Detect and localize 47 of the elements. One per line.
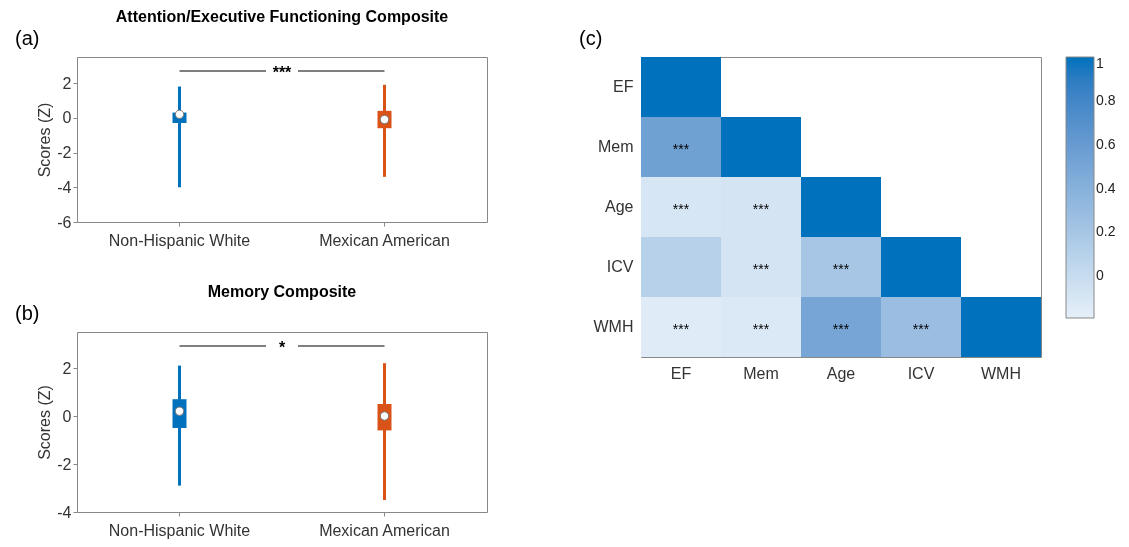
x-tick-label: EF [670,364,692,382]
text: (a) [15,27,40,49]
y-tick-label: -2 [57,455,72,473]
data-label: *** [672,321,690,337]
x-tick-label: Mexican American [319,231,450,249]
chart-title: Attention/Executive Functioning Composite [115,8,449,25]
x-tick-label: Mem [743,364,779,382]
data-label: *** [752,201,770,217]
color-bar-label: 1 [1096,55,1104,71]
data-label: *** [832,261,850,277]
color-bar-label: 0.4 [1096,179,1116,196]
x-tick-label: Non-Hispanic White [108,231,251,249]
color-bar-label: 0.8 [1096,91,1116,108]
y-axis-title: Scores (Z) [36,102,54,178]
y-tick-label: ICV [606,258,634,275]
annotation: * [278,339,286,356]
y-tick-label: Mem [597,138,634,155]
data-label: *** [912,321,930,337]
x-tick-label: WMH [981,364,1021,382]
x-tick-label: ICV [907,364,935,382]
y-axis-title: Scores (Z) [36,385,54,460]
y-tick-label: WMH [593,318,634,335]
data-label: *** [832,321,850,337]
x-tick-label: Mexican American [319,521,450,539]
x-tick-label: Non-Hispanic White [108,521,251,539]
y-tick-label: Age [605,198,634,215]
text: (b) [15,302,40,324]
data-label: *** [672,141,690,157]
chart-title: Memory Composite [207,283,357,300]
x-tick-label: Age [826,364,856,382]
y-tick-label: 0 [62,407,72,425]
annotation: *** [272,64,293,81]
color-bar-label: 0 [1096,267,1104,284]
color-bar-label: 0.6 [1096,135,1116,152]
data-label: *** [752,321,770,337]
y-tick-label: 2 [62,74,72,92]
y-tick-label: -6 [57,213,72,231]
data-label: *** [752,261,770,277]
text: (c) [579,27,603,49]
data-label: *** [672,201,690,217]
y-tick-label: 0 [62,109,72,127]
color-bar-label: 0.2 [1096,223,1116,240]
y-tick-label: -4 [57,178,72,196]
y-tick-label: 2 [62,359,72,377]
y-tick-label: -2 [57,144,72,162]
y-tick-label: EF [613,78,634,95]
y-tick-label: -4 [57,503,72,521]
